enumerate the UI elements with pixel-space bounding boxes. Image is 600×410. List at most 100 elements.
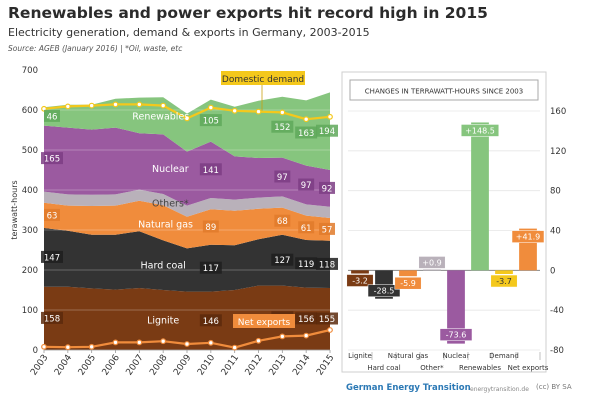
bar-value-box bbox=[460, 124, 500, 137]
data-label-box bbox=[44, 109, 60, 122]
series-label-nuclear: Nuclear bbox=[152, 164, 189, 175]
data-label-box bbox=[298, 221, 315, 234]
data-label-hard-coal: 147 bbox=[44, 253, 60, 263]
area-chart: 0 100 200 300 400 500 600 700 terawatt-hours 2003… bbox=[10, 66, 338, 377]
data-label-lignite: 156 bbox=[298, 315, 314, 325]
bar-category-label: Demand bbox=[489, 352, 519, 360]
brand-logo-text: German Energy Transition bbox=[346, 383, 471, 393]
data-label-box bbox=[316, 257, 338, 270]
bar-category-label: Nuclear bbox=[443, 352, 470, 360]
data-label-renewables: 105 bbox=[203, 117, 219, 127]
bar-value-box bbox=[394, 276, 422, 290]
point-net-exports bbox=[64, 344, 71, 351]
x-tick-label: 2013 bbox=[267, 353, 288, 377]
bar-panel-frame bbox=[341, 71, 547, 373]
x-tick-label: 2008 bbox=[148, 353, 169, 378]
y-tick-label: 200 bbox=[22, 266, 38, 276]
point-domestic-demand bbox=[255, 108, 262, 115]
x-tick-label: 2012 bbox=[244, 353, 265, 377]
data-label-renewables: 194 bbox=[319, 127, 335, 137]
point-domestic-demand bbox=[88, 102, 95, 109]
bar-chart-title: CHANGES IN TERRAWATT-HOURS SINCE 2003 bbox=[365, 88, 523, 96]
point-domestic-demand bbox=[112, 101, 119, 108]
data-label-box bbox=[271, 253, 294, 266]
series-label-net-exports: Net exports bbox=[238, 318, 291, 328]
area-lignite bbox=[44, 285, 330, 350]
series-label-hard-coal: Hard coal bbox=[141, 261, 186, 272]
bar-category-label: Natural gas bbox=[388, 352, 429, 360]
data-label-lignite: 146 bbox=[203, 317, 219, 327]
data-label-box bbox=[199, 114, 222, 127]
bar-value-label: +148.5 bbox=[465, 126, 495, 135]
y-tick-label: 400 bbox=[22, 186, 38, 196]
area-hard-coal bbox=[44, 228, 330, 292]
x-tick-label: 2015 bbox=[315, 353, 336, 377]
bar-value-label: +0.9 bbox=[422, 258, 441, 267]
chart-title: Renewables and power exports hit record … bbox=[8, 4, 488, 22]
data-label-box bbox=[274, 170, 291, 183]
bar-value-label: -5.9 bbox=[400, 279, 416, 288]
bar-y-tick-label: 0 bbox=[550, 266, 555, 276]
y-tick-label: 700 bbox=[22, 66, 38, 76]
y-tick-label: 100 bbox=[22, 306, 38, 316]
point-domestic-demand bbox=[279, 109, 286, 116]
data-label-box bbox=[295, 257, 318, 270]
website-url: energytransition.de bbox=[470, 386, 529, 393]
point-net-exports bbox=[160, 338, 167, 345]
changes-bar-chart: CHANGES IN TERRAWATT-HOURS SINCE 2003 -80… bbox=[341, 71, 566, 373]
bar-y-tick-label: 120 bbox=[550, 147, 566, 157]
point-net-exports bbox=[279, 333, 286, 340]
bar-value-box bbox=[346, 274, 374, 287]
x-tick-label: 2007 bbox=[124, 353, 145, 377]
point-domestic-demand bbox=[160, 102, 167, 109]
y-tick-label: 500 bbox=[22, 146, 38, 156]
x-tick-label: 2003 bbox=[29, 353, 50, 377]
bar-renewables bbox=[471, 122, 489, 271]
point-net-exports bbox=[207, 339, 214, 346]
data-label-box bbox=[41, 311, 63, 324]
data-label-nuclear: 141 bbox=[203, 166, 219, 176]
bar-other bbox=[423, 269, 441, 271]
series-label-renewables: Renewables bbox=[132, 111, 189, 122]
bar-category-label: Hard coal bbox=[367, 364, 400, 372]
x-tick-label: 2010 bbox=[196, 353, 217, 378]
data-label-box bbox=[199, 314, 222, 327]
data-label-hard-coal: 127 bbox=[274, 256, 290, 266]
bar-value-box bbox=[439, 328, 473, 341]
data-label-box bbox=[316, 124, 338, 137]
bar-y-tick-label: 80 bbox=[550, 187, 561, 197]
data-label-box bbox=[274, 214, 291, 227]
bar-lignite bbox=[351, 270, 369, 274]
bar-demand bbox=[495, 270, 513, 275]
data-label-lignite: 158 bbox=[44, 314, 60, 324]
data-label-hard-coal: 118 bbox=[319, 260, 335, 270]
bar-category-label: Renewables bbox=[459, 364, 501, 372]
point-domestic-demand bbox=[207, 104, 214, 111]
point-net-exports bbox=[184, 341, 190, 347]
point-net-exports bbox=[255, 337, 262, 344]
x-tick-label: 2014 bbox=[291, 353, 312, 378]
series-label-others: Others* bbox=[152, 199, 189, 210]
source-note: Source: AGEB (January 2016) | *Oil, wast… bbox=[8, 44, 183, 53]
data-label-box bbox=[199, 261, 222, 274]
bar-value-label: -3.2 bbox=[352, 277, 368, 286]
data-label-nuclear: 97 bbox=[277, 173, 288, 183]
bar-value-label: +41.9 bbox=[516, 233, 541, 242]
point-domestic-demand bbox=[136, 101, 143, 108]
area-others bbox=[44, 189, 330, 218]
data-label-box bbox=[202, 220, 219, 233]
point-domestic-demand bbox=[64, 103, 71, 110]
x-tick-label: 2005 bbox=[77, 353, 98, 377]
series-label-lignite: Lignite bbox=[147, 316, 179, 327]
bar-category-label: Net exports bbox=[508, 364, 549, 372]
bar-category-label: Other* bbox=[420, 364, 444, 372]
license-badge: (cc) BY SA bbox=[536, 383, 572, 391]
point-net-exports bbox=[112, 339, 119, 346]
point-net-exports bbox=[41, 343, 47, 350]
point-net-exports bbox=[231, 344, 238, 351]
point-domestic-demand bbox=[327, 113, 333, 120]
data-label-lignite: 155 bbox=[319, 315, 335, 325]
data-label-hard-coal: 119 bbox=[298, 260, 314, 270]
bar-title-box bbox=[349, 79, 539, 101]
area-natural-gas bbox=[44, 200, 330, 249]
